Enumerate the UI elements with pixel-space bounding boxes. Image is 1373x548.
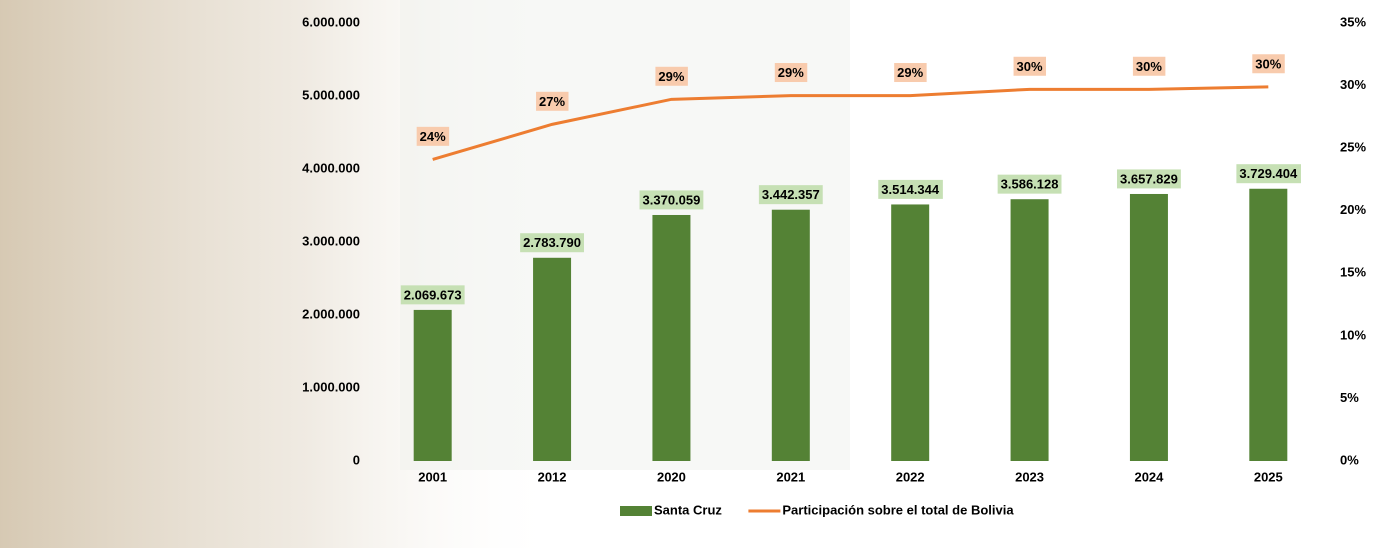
bar: [533, 258, 571, 461]
y2-tick-label: 35%: [1340, 14, 1366, 29]
x-tick-label: 2023: [1015, 469, 1044, 484]
x-tick-label: 2021: [776, 469, 805, 484]
bar: [1249, 189, 1287, 461]
y2-tick-label: 20%: [1340, 202, 1366, 217]
legend-swatch: [620, 506, 652, 516]
y-tick-label: 4.000.000: [302, 160, 360, 175]
legend-label: Participación sobre el total de Bolivia: [782, 502, 1014, 517]
x-tick-label: 2024: [1134, 469, 1164, 484]
bar: [891, 204, 929, 461]
x-tick-label: 2025: [1254, 469, 1283, 484]
data-label: 3.442.357: [762, 187, 820, 202]
data-label: 2.069.673: [404, 287, 462, 302]
y2-tick-label: 15%: [1340, 265, 1366, 280]
data-label: 3.657.829: [1120, 171, 1178, 186]
y-tick-label: 1.000.000: [302, 379, 360, 394]
bar: [652, 215, 690, 461]
y2-tick-label: 0%: [1340, 452, 1359, 467]
chart: 0 1.000.000 2.000.000 3.000.000 4.000.000 5.0…: [0, 0, 1373, 548]
y-tick-label: 0: [353, 452, 360, 467]
x-tick-label: 2001: [418, 469, 447, 484]
data-label: 29%: [897, 65, 923, 80]
data-label: 2.783.790: [523, 235, 581, 250]
y2-tick-label: 10%: [1340, 327, 1366, 342]
bar: [1130, 194, 1168, 461]
data-label: 30%: [1017, 59, 1043, 74]
bar: [414, 310, 452, 461]
data-label: 30%: [1136, 59, 1162, 74]
data-label: 3.514.344: [881, 182, 940, 197]
legend-label: Santa Cruz: [654, 502, 722, 517]
data-label: 24%: [420, 129, 446, 144]
data-label: 3.586.128: [1001, 177, 1059, 192]
data-label: 3.370.059: [643, 192, 701, 207]
x-tick-label: 2020: [657, 469, 686, 484]
x-tick-label: 2022: [896, 469, 925, 484]
data-label: 3.729.404: [1239, 166, 1298, 181]
data-label: 29%: [658, 69, 684, 84]
y-tick-label: 3.000.000: [302, 233, 360, 248]
y2-tick-label: 30%: [1340, 77, 1366, 92]
data-label: 27%: [539, 94, 565, 109]
x-tick-label: 2012: [538, 469, 567, 484]
bar: [1011, 199, 1049, 461]
bar: [772, 210, 810, 461]
y-tick-label: 6.000.000: [302, 14, 360, 29]
y-tick-label: 2.000.000: [302, 306, 360, 321]
data-label: 30%: [1255, 56, 1281, 71]
data-label: 29%: [778, 65, 804, 80]
y-tick-label: 5.000.000: [302, 87, 360, 102]
y2-tick-label: 5%: [1340, 390, 1359, 405]
y2-tick-label: 25%: [1340, 140, 1366, 155]
